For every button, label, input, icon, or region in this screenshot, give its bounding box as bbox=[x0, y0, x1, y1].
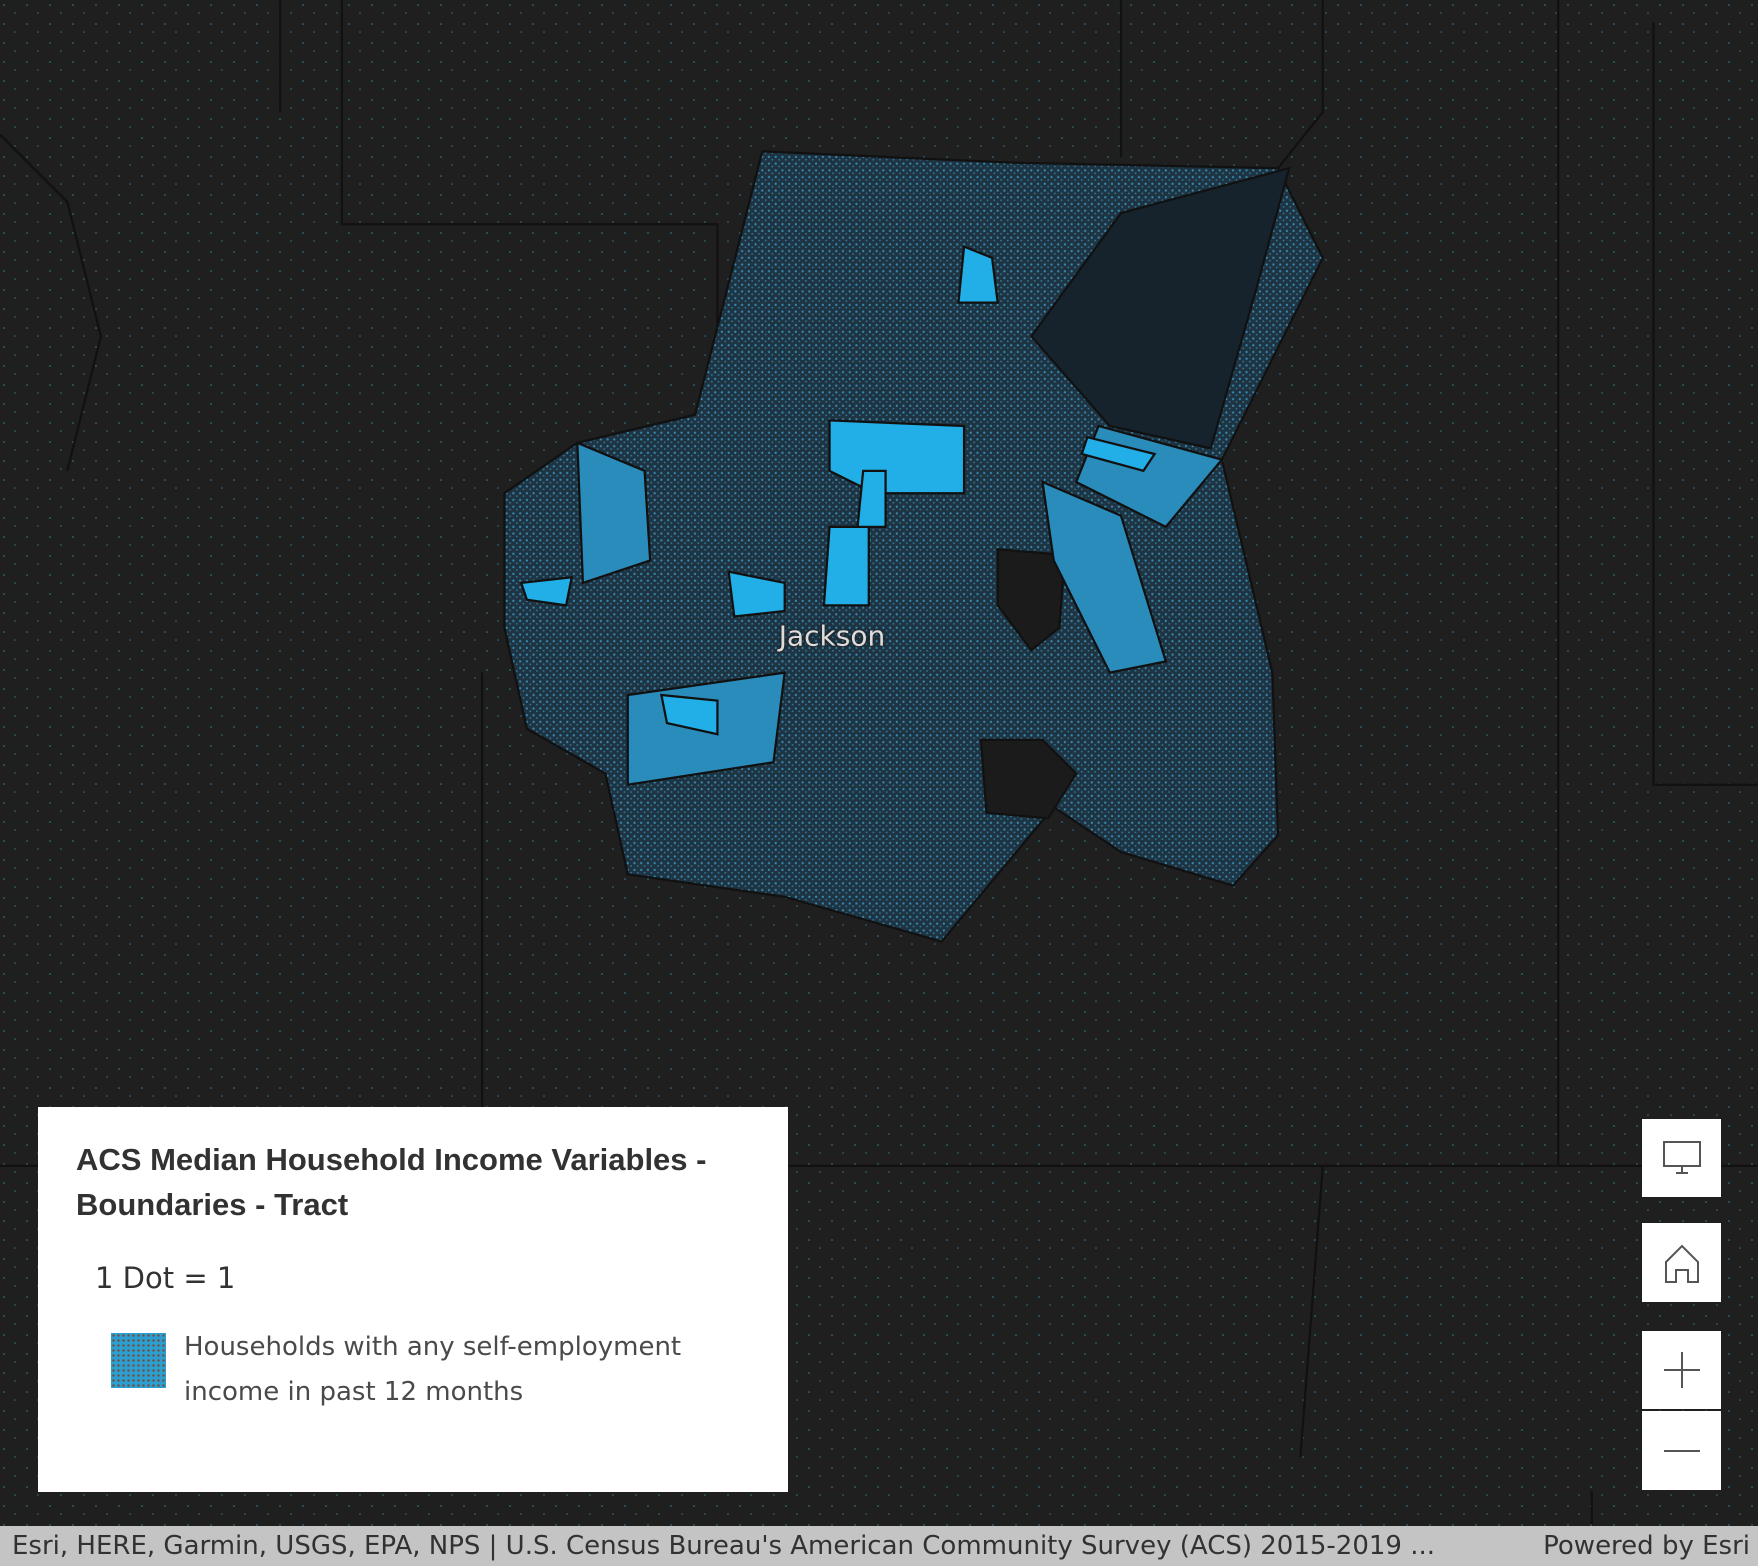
home-icon bbox=[1664, 1244, 1699, 1283]
zoom-in-button[interactable] bbox=[1642, 1331, 1721, 1409]
fullscreen-button[interactable] bbox=[1642, 1119, 1721, 1197]
legend-item: Households with any self-employment inco… bbox=[111, 1325, 750, 1415]
attribution-bar: Esri, HERE, Garmin, USGS, EPA, NPS | U.S… bbox=[0, 1526, 1758, 1566]
monitor-icon bbox=[1662, 1141, 1701, 1174]
dot-value: 1 Dot = 1 bbox=[95, 1261, 236, 1295]
place-label: Jackson bbox=[778, 619, 886, 653]
plus-icon bbox=[1663, 1352, 1700, 1388]
reservoir bbox=[1029, 166, 1291, 450]
tract-gap bbox=[979, 738, 1078, 820]
legend-title: ACS Median Household Income Variables - … bbox=[76, 1142, 707, 1222]
bright-tracts bbox=[519, 245, 1157, 736]
map bbox=[0, 0, 1758, 1526]
legend-label: Households with any self-employment inco… bbox=[184, 1332, 682, 1407]
minus-icon bbox=[1663, 1449, 1700, 1452]
legend: ACS Median Household Income Variables - … bbox=[38, 1107, 788, 1492]
home-button[interactable] bbox=[1642, 1223, 1721, 1302]
tracts bbox=[0, 0, 1758, 1525]
zoom-out-button[interactable] bbox=[1642, 1411, 1721, 1490]
powered-by[interactable]: Powered by Esri bbox=[1543, 1531, 1750, 1561]
legend-swatch bbox=[111, 1333, 166, 1388]
attribution: Esri, HERE, Garmin, USGS, EPA, NPS | U.S… bbox=[12, 1531, 1436, 1561]
